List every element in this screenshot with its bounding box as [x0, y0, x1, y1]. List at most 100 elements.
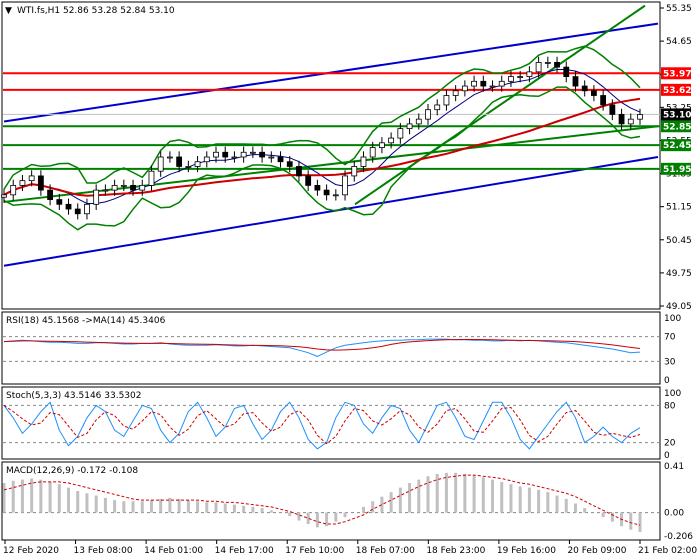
time-axis-label: 14 Feb 01:00	[144, 546, 203, 556]
candle-body	[526, 71, 533, 77]
candle-body	[627, 118, 634, 125]
price-axis-label: 50.45	[666, 236, 692, 246]
rsi-axis-label: 30	[664, 357, 676, 367]
candle-body	[554, 61, 560, 68]
level-label-box	[661, 120, 691, 133]
macd-signal-line	[3, 474, 641, 526]
time-axis-label: 20 Feb 09:00	[567, 546, 626, 556]
candle-body	[93, 189, 100, 205]
stoch-axis-label: 20	[664, 439, 676, 449]
time-axis-label: 21 Feb 02:00	[638, 546, 697, 556]
candle-body	[259, 151, 265, 158]
candle-body	[461, 85, 468, 92]
level-label: 52.45	[663, 141, 691, 151]
candle-body	[185, 166, 192, 168]
stoch-axis-label: 80	[664, 401, 676, 411]
bollinger-upper	[3, 45, 641, 190]
time-axis-label: 19 Feb 16:00	[497, 546, 556, 556]
candle-body	[10, 184, 17, 196]
stoch-title: Stoch(5,3,3) 43.5146 33.5302	[6, 391, 141, 401]
time-axis-label: 18 Feb 07:00	[356, 546, 415, 556]
candle-body	[618, 114, 625, 125]
candle-body	[498, 80, 505, 87]
time-axis-label: 12 Feb 2020	[3, 546, 59, 556]
bollinger-lower	[3, 86, 641, 231]
stoch-plot	[3, 401, 660, 450]
macd-title: MACD(12,26,9) -0.172 -0.108	[6, 466, 138, 476]
price-axis-label: 51.15	[666, 203, 692, 213]
candle-body	[415, 118, 422, 125]
candle-body	[480, 80, 487, 87]
axes: 55.3554.6553.9553.2552.5551.8551.1550.45…	[3, 4, 697, 556]
candle-body	[452, 90, 459, 96]
macd-panel-frame	[1, 461, 661, 541]
candle-body	[157, 156, 164, 172]
candle-body	[47, 189, 53, 200]
rising-trend-line	[354, 4, 646, 206]
candle-body	[305, 175, 312, 186]
candle-body	[535, 61, 542, 73]
price-axis-label: 54.65	[666, 37, 692, 47]
candle-body	[600, 95, 607, 106]
rsi-signal-line	[3, 339, 641, 351]
candle-body	[231, 156, 238, 159]
candle-body	[277, 156, 284, 163]
candle-body	[19, 180, 26, 186]
candle-body	[268, 156, 275, 159]
candle-body	[388, 137, 395, 144]
time-axis-label: 18 Feb 23:00	[426, 546, 485, 556]
collapse-triangle-icon[interactable]: ▼	[5, 6, 12, 16]
candle-body	[102, 189, 109, 192]
candle-body	[84, 203, 90, 215]
candle-body	[74, 208, 81, 215]
stoch-panel-frame	[1, 386, 661, 460]
candle-body	[167, 156, 173, 159]
candle-body	[379, 142, 385, 148]
candle-body	[56, 199, 63, 205]
candle-body	[249, 151, 256, 154]
level-label: 51.95	[663, 165, 691, 175]
candle-body	[591, 90, 597, 96]
candle-body	[28, 175, 35, 182]
rsi-panel-frame	[1, 311, 661, 385]
rsi-plot	[3, 336, 660, 362]
candle-body	[296, 166, 302, 177]
level-label: 53.62	[663, 86, 691, 96]
candle-body	[360, 156, 367, 167]
macd-axis-label: 0.41	[664, 462, 684, 472]
level-label: 52.85	[663, 122, 691, 132]
candle-body	[120, 184, 127, 187]
candle-body	[369, 147, 376, 158]
price-axis-label: 49.75	[666, 269, 692, 279]
candle-body	[176, 156, 183, 167]
current-price-label: 53.10	[663, 110, 691, 120]
price-plot	[1, 4, 660, 267]
level-label: 53.97	[663, 69, 691, 79]
candle-body	[240, 151, 247, 158]
candle-body	[397, 128, 404, 139]
candle-body	[148, 170, 155, 186]
time-axis-label: 14 Feb 17:00	[215, 546, 274, 556]
candle-body	[406, 123, 413, 130]
candle-body	[581, 85, 588, 92]
candle-body	[342, 175, 348, 196]
candle-body	[489, 85, 496, 88]
price-axis-label: 53.25	[666, 103, 692, 113]
macd-axis-label: -0.206	[664, 532, 693, 542]
level-label-box	[661, 67, 691, 80]
candle-body	[572, 76, 579, 87]
time-axis-label: 17 Feb 10:00	[285, 546, 344, 556]
candle-body	[139, 184, 146, 191]
stoch-axis-label: 0	[664, 451, 670, 461]
slow-ma-line	[3, 97, 641, 197]
level-label-box	[661, 139, 691, 152]
stoch-signal-line	[3, 404, 641, 445]
macd-plot	[2, 472, 660, 532]
price-axis-label: 55.35	[666, 4, 692, 14]
current-price-box	[661, 108, 691, 121]
candle-body	[508, 76, 514, 82]
candle-body	[111, 184, 118, 191]
candle-body	[434, 104, 441, 111]
lower-channel-line	[3, 156, 659, 267]
